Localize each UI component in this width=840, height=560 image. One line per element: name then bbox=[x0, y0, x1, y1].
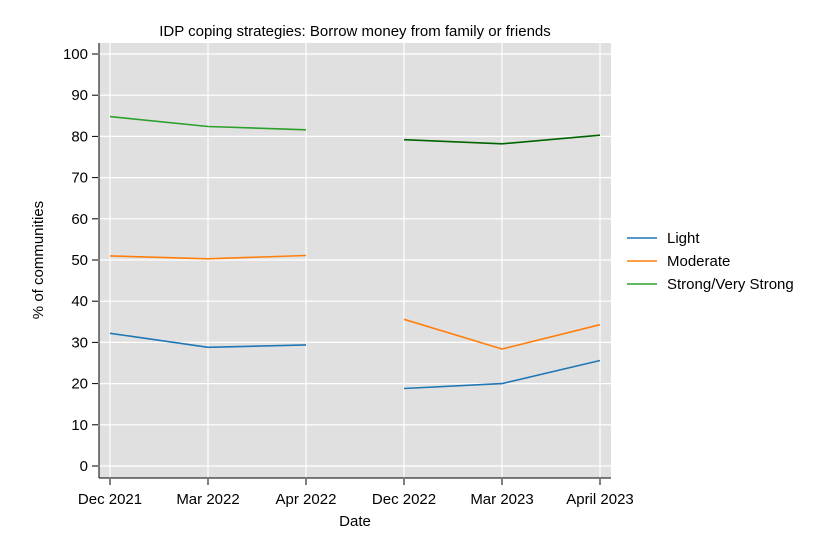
grid bbox=[99, 43, 611, 478]
chart-title: IDP coping strategies: Borrow money from… bbox=[159, 23, 551, 40]
legend-label: Moderate bbox=[667, 253, 730, 270]
x-axis-title: Date bbox=[339, 513, 371, 530]
series-line bbox=[109, 115, 307, 131]
legend: Light Moderate Strong/Very Strong bbox=[627, 230, 794, 293]
series-line bbox=[109, 332, 307, 349]
y-tick-label: 20 bbox=[71, 376, 88, 393]
legend-item: Moderate bbox=[627, 253, 730, 270]
series-moderate bbox=[109, 254, 601, 350]
y-tick-label: 10 bbox=[71, 417, 88, 434]
y-tick-label: 30 bbox=[71, 334, 88, 351]
legend-label: Light bbox=[667, 230, 700, 247]
series-strong-very-strong bbox=[109, 115, 601, 145]
series-line bbox=[403, 134, 601, 145]
y-tick-label: 100 bbox=[63, 46, 88, 63]
x-tick-label: April 2023 bbox=[566, 491, 634, 508]
y-tick-label: 60 bbox=[71, 211, 88, 228]
y-tick-label: 40 bbox=[71, 293, 88, 310]
y-tick-label: 80 bbox=[71, 128, 88, 145]
y-tick-label: 50 bbox=[71, 252, 88, 269]
x-tick-label: Dec 2021 bbox=[78, 491, 142, 508]
x-tick-label: Mar 2022 bbox=[176, 491, 239, 508]
x-tick-label: Mar 2023 bbox=[470, 491, 533, 508]
series-line bbox=[109, 254, 307, 260]
x-tick-label: Dec 2022 bbox=[372, 491, 436, 508]
axes: 0 10 20 30 40 50 60 70 80 90 100 Dec 2021 Mar 2022 Ap… bbox=[63, 43, 634, 508]
x-tick-label: Apr 2022 bbox=[276, 491, 337, 508]
y-tick-label: 0 bbox=[80, 458, 88, 475]
series-line bbox=[403, 359, 601, 390]
series-line bbox=[403, 318, 601, 350]
legend-item: Light bbox=[627, 230, 700, 247]
series-light bbox=[109, 332, 601, 390]
legend-item: Strong/Very Strong bbox=[627, 276, 794, 293]
y-tick-label: 90 bbox=[71, 87, 88, 104]
series bbox=[109, 115, 601, 390]
y-axis-title: % of communities bbox=[30, 201, 47, 319]
legend-label: Strong/Very Strong bbox=[667, 276, 794, 293]
y-tick-label: 70 bbox=[71, 170, 88, 187]
